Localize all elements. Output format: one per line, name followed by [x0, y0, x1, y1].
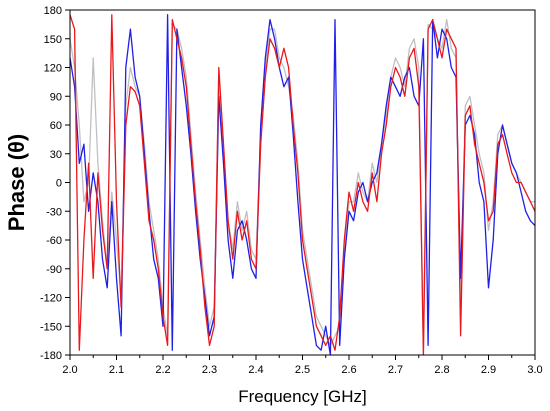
x-tick-label: 2.3	[202, 364, 217, 376]
x-tick-label: 2.4	[248, 364, 263, 376]
y-tick-label: -150	[40, 321, 62, 333]
series-line-2	[69, 14, 536, 356]
y-tick-label: 60	[50, 120, 62, 132]
y-tick-label: 30	[50, 149, 62, 161]
series-line-3	[69, 18, 535, 351]
y-tick-label: 0	[56, 178, 62, 190]
x-tick-label: 2.6	[341, 364, 356, 376]
x-tick-label: 2.5	[295, 364, 310, 376]
y-tick-label: -90	[46, 264, 62, 276]
y-axis-ticks: -180 -150 -120 -90 -60 -30 0 30 60 90 120 150 180	[40, 5, 70, 362]
x-tick-label: 2.9	[481, 364, 496, 376]
series-layer	[69, 14, 536, 356]
x-tick-label: 2.2	[155, 364, 170, 376]
y-tick-label: -30	[46, 206, 62, 218]
x-tick-label: 2.7	[388, 364, 403, 376]
x-axis-title: Frequency [GHz]	[238, 387, 367, 406]
plot-frame	[69, 9, 536, 356]
x-tick-label: 3.0	[527, 364, 542, 376]
x-tick-label: 2.1	[109, 364, 124, 376]
y-tick-label: 150	[44, 34, 62, 46]
y-axis-title: Phase (θ)	[4, 134, 29, 231]
y-tick-label: -180	[40, 350, 62, 362]
x-tick-label: 2.8	[434, 364, 449, 376]
series-line-1	[69, 14, 536, 356]
y-tick-label: -120	[40, 293, 62, 305]
y-tick-label: 120	[44, 63, 62, 75]
x-axis-ticks: 2.0 2.1 2.2 2.3 2.4 2.5 2.6 2.7 2.8 2.9 3.0	[62, 355, 543, 376]
x-tick-label: 2.0	[62, 364, 77, 376]
y-tick-label: -60	[46, 235, 62, 247]
y-tick-label: 180	[44, 5, 62, 17]
y-tick-label: 90	[50, 91, 62, 103]
